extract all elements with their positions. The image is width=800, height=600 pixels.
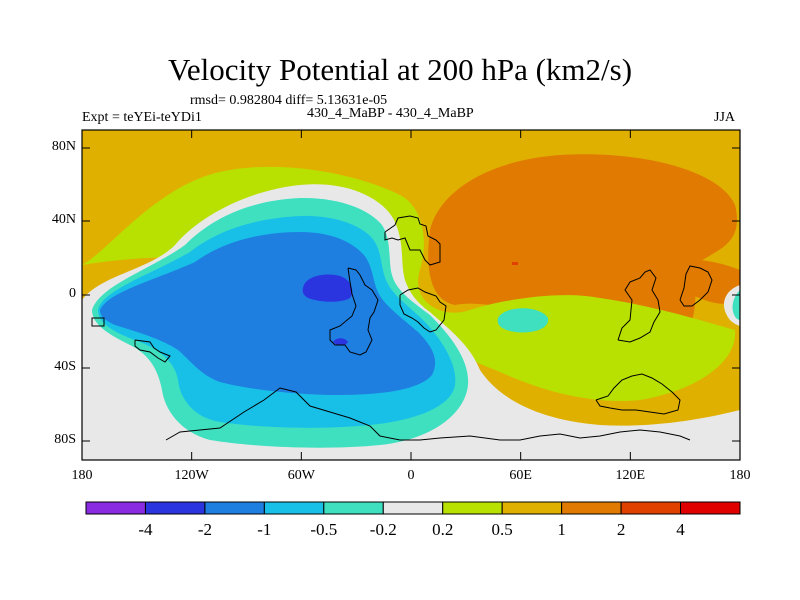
- case-label: 430_4_MaBP - 430_4_MaBP: [307, 106, 474, 121]
- colorbar-label: 0.2: [432, 520, 454, 539]
- contour-field: [82, 130, 740, 460]
- y-tick-label: 80S: [54, 432, 76, 447]
- colorbar-swatch: [501, 501, 563, 515]
- island-outline: [91, 317, 105, 327]
- colorbar-swatch: [323, 501, 384, 515]
- colorbar-swatch: [561, 501, 622, 515]
- positive-region-asia: [428, 154, 737, 341]
- positive-max-spot: [512, 262, 518, 265]
- y-tick-label: 80N: [51, 139, 76, 154]
- colorbar-label: -4: [138, 520, 153, 539]
- colorbar-label: 1: [557, 520, 566, 539]
- colorbar-swatch: [442, 501, 503, 515]
- season-label: JJA: [714, 110, 736, 125]
- plot-title: Velocity Potential at 200 hPa (km2/s): [167, 52, 633, 87]
- colorbar-label: -2: [197, 520, 212, 539]
- coastlines: [91, 215, 713, 441]
- colorbar-label: 4: [676, 520, 685, 539]
- colorbar-swatch: [85, 501, 146, 515]
- x-tick-label: 120E: [615, 468, 646, 483]
- strong-negative-spot-small: [333, 338, 348, 346]
- colorbar-swatch: [680, 501, 741, 515]
- y-tick-label: 40N: [51, 212, 76, 227]
- colorbar-label: -0.5: [310, 520, 338, 539]
- x-tick-label: 60W: [287, 468, 315, 483]
- colorbar-swatch: [144, 501, 206, 515]
- colorbar-label: -0.2: [369, 520, 397, 539]
- weak-negative-spot: [497, 308, 549, 333]
- stats-line: rmsd= 0.982804 diff= 5.13631e-05: [190, 93, 388, 108]
- y-tick-label: 0: [69, 286, 76, 301]
- coastline-africa: [399, 287, 447, 333]
- experiment-label: Expt = teYEi-teYDi1: [82, 110, 202, 125]
- weak-negative-edge: [732, 290, 740, 320]
- x-tick-label: 60E: [509, 468, 532, 483]
- colorbar-label: 2: [616, 520, 626, 539]
- coastline-south-america: [329, 267, 379, 356]
- y-tick-label: 40S: [54, 359, 76, 374]
- colorbar-swatch: [382, 501, 444, 515]
- x-tick-label: 180: [729, 468, 751, 483]
- coastline-americas: [384, 215, 441, 266]
- colorbar-swatch: [204, 501, 265, 515]
- positive-region-east: [655, 259, 740, 304]
- colorbar-label: -1: [257, 520, 272, 539]
- colorbar: [85, 501, 741, 515]
- x-tick-label: 0: [407, 468, 415, 483]
- coastline-australia: [595, 373, 681, 415]
- coastline-asia: [617, 269, 661, 343]
- coastline-pacific-islands: [134, 339, 171, 363]
- coastline-antarctica: [165, 387, 691, 441]
- x-tick-label: 180: [71, 468, 93, 483]
- colorbar-swatch: [263, 501, 325, 515]
- colorbar-swatch: [620, 501, 682, 515]
- coastline-indonesia: [679, 265, 713, 307]
- negative-region: [100, 232, 436, 395]
- colorbar-label: 0.5: [491, 520, 513, 539]
- strong-negative-spot: [302, 274, 353, 302]
- x-tick-label: 120W: [174, 468, 209, 483]
- axis-ticks: [81, 130, 741, 460]
